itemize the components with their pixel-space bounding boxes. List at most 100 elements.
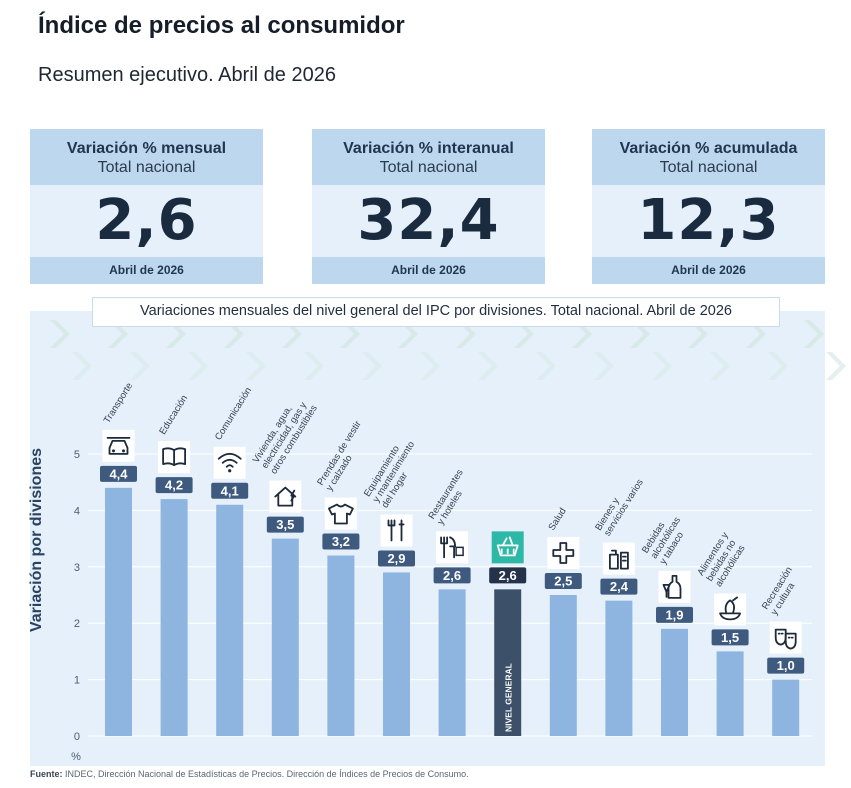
car-icon [106, 436, 131, 455]
decorative-band [50, 320, 846, 380]
chart-title: Variaciones mensuales del nivel general … [92, 297, 780, 327]
category-label: Prendas de vestiry calzado [315, 419, 372, 493]
value-label-bg [155, 477, 193, 494]
value-label: 2,5 [554, 574, 572, 589]
value-label-bg [378, 550, 415, 567]
bottle-icon [662, 574, 682, 599]
card-title: Variación % mensual [66, 140, 227, 157]
bar-group: 2,9 Equipamientoy mantenimientodel hogar [362, 434, 426, 736]
annual-variation-card: Variación % interanual Total nacional 32,… [312, 129, 545, 284]
bar-group: 4,1 Comunicación [211, 385, 254, 736]
y-tick-label: 2 [74, 618, 80, 630]
bar-group: 3,5 Vivienda, agua,electricidad, gas yotr… [251, 392, 320, 736]
bar [605, 600, 633, 736]
icon-box [491, 531, 524, 564]
source-note: Fuente: INDEC, Dirección Nacional de Est… [30, 769, 469, 779]
bar-group: 4,2 Educación [155, 393, 193, 736]
accumulated-variation-card: Variación % acumulada Total nacional 12,3… [592, 129, 825, 284]
icon-box [714, 593, 747, 626]
basket-icon [496, 536, 519, 557]
icon-box [324, 497, 357, 530]
y-axis-label: Variación por divisiones [28, 447, 45, 633]
category-label: Restaurantesy hoteles [426, 467, 474, 527]
category-label: Alimentos ybebidas noalcohólicas [696, 530, 749, 589]
bar-group: 1,5 Alimentos ybebidas noalcohólicas [696, 530, 749, 736]
value-label-bg [211, 482, 249, 499]
masks-icon [774, 628, 797, 650]
category-label: Vivienda, agua,electricidad, gas yotros … [251, 392, 320, 476]
value-label-bg [100, 465, 137, 482]
value-label-bg [489, 567, 527, 584]
bar [438, 589, 466, 736]
bar-nivel-general [494, 589, 522, 736]
value-label: 2,4 [610, 579, 629, 594]
y-tick-label: 3 [74, 562, 80, 574]
y-tick-label: 4 [74, 505, 80, 517]
value-label: 2,6 [443, 568, 461, 583]
card-scope: Total nacional [659, 159, 758, 176]
icon-box [269, 480, 302, 513]
value-label: 4,4 [109, 466, 128, 481]
category-label: Educación [157, 393, 190, 436]
bar [327, 555, 355, 736]
category-label: Recreacióny cultura [760, 565, 804, 617]
restaurant-icon [440, 536, 464, 559]
tools-icon [387, 519, 405, 542]
value-label: 4,1 [221, 483, 239, 498]
bar [160, 499, 188, 736]
bar [271, 538, 299, 736]
value-label-bg [544, 573, 582, 589]
category-label: Equipamientoy mantenimientodel hogar [362, 434, 426, 510]
value-label: 2,9 [387, 551, 405, 566]
bar-group: 2,4 Bienes yservicios varios [593, 477, 646, 736]
house-icon [274, 486, 297, 507]
category-label: Bebidasalcohólicasy tabaco [640, 509, 692, 566]
value-label-bg [322, 533, 360, 550]
value-label-bg [600, 578, 638, 595]
icon-box [102, 429, 135, 462]
page-subtitle: Resumen ejecutivo. Abril de 2026 [38, 64, 336, 86]
y-tick-label: 1 [74, 675, 80, 687]
category-label: Comunicación [213, 385, 254, 442]
card-period: Abril de 2026 [592, 257, 825, 284]
card-scope: Total nacional [97, 159, 196, 176]
card-value: 32,4 [312, 185, 545, 257]
card-value: 2,6 [30, 185, 263, 257]
bar [716, 651, 744, 736]
card-title: Variación % acumulada [619, 140, 798, 157]
bar-group: 2,6 Restaurantesy hoteles [426, 467, 474, 736]
card-scope: Total nacional [379, 159, 478, 176]
icon-box [380, 514, 413, 547]
value-label-bg [656, 606, 693, 623]
value-label: 3,2 [332, 534, 350, 549]
value-label-bg [266, 516, 304, 533]
bar [383, 572, 410, 736]
value-label: 1,5 [721, 630, 739, 645]
products-icon [609, 549, 629, 570]
icon-box [602, 542, 635, 575]
source-label: Fuente: [30, 769, 63, 779]
value-label: 1,0 [777, 658, 795, 673]
card-period: Abril de 2026 [312, 257, 545, 284]
card-title: Variación % interanual [343, 140, 514, 157]
y-tick-label: 5 [74, 449, 80, 461]
book-icon [162, 447, 186, 467]
monthly-variation-card: Variación % mensual Total nacional 2,6 Ab… [30, 129, 263, 284]
bar-group: 4,4 Transporte [100, 381, 137, 736]
page-title: Índice de precios al consumidor [38, 12, 405, 39]
bar [772, 679, 800, 736]
value-label-bg [711, 629, 749, 646]
card-period: Abril de 2026 [30, 257, 263, 284]
source-text: INDEC, Dirección Nacional de Estadística… [62, 769, 469, 779]
health-cross-icon [552, 542, 575, 564]
value-label-bg [433, 567, 471, 584]
category-label: NIVEL GENERAL [504, 663, 514, 732]
value-label-bg [767, 657, 805, 674]
value-label: 4,2 [165, 478, 183, 493]
bar-group: 3,2 Prendas de vestiry calzado [315, 419, 372, 736]
category-label: Transporte [102, 381, 135, 425]
value-label: 1,9 [665, 607, 683, 622]
bar [549, 595, 577, 736]
